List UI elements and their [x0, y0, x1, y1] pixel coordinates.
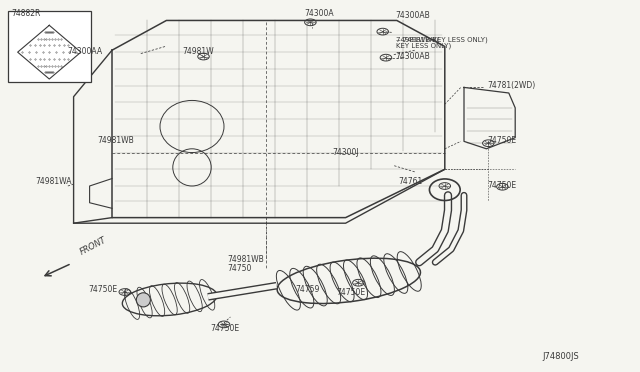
Text: J74800JS: J74800JS [543, 352, 579, 361]
Text: 74981WB: 74981WB [227, 255, 264, 264]
Text: 74300J: 74300J [333, 148, 360, 157]
Text: 74781(2WD): 74781(2WD) [488, 81, 536, 90]
Text: 74750E: 74750E [210, 324, 239, 333]
Text: 74882R: 74882R [12, 9, 41, 17]
Text: 74300AB: 74300AB [396, 11, 430, 20]
Ellipse shape [136, 293, 150, 307]
Text: 74300AA: 74300AA [67, 47, 102, 56]
Text: 74300A: 74300A [304, 9, 333, 17]
Text: ‒ 74981WB(: ‒ 74981WB( [396, 37, 439, 44]
Text: 74750E: 74750E [88, 285, 118, 294]
Text: 74981WA: 74981WA [35, 177, 72, 186]
FancyBboxPatch shape [8, 11, 91, 82]
Text: 74750E: 74750E [488, 182, 517, 190]
Text: 74750E: 74750E [488, 136, 517, 145]
Text: 74981W: 74981W [182, 47, 214, 56]
Text: 74981WB⁠-KEY LESS ONLY): 74981WB⁠-KEY LESS ONLY) [396, 37, 487, 44]
Text: 74750E: 74750E [336, 288, 365, 296]
Text: FRONT: FRONT [78, 235, 108, 257]
Text: KEY LESS ONLY): KEY LESS ONLY) [396, 42, 451, 49]
Text: 74761: 74761 [398, 177, 422, 186]
Text: 74300AB: 74300AB [396, 52, 430, 61]
Text: 74759: 74759 [296, 285, 320, 294]
Text: 74981WB: 74981WB [97, 136, 134, 145]
Text: 74750: 74750 [227, 264, 252, 273]
